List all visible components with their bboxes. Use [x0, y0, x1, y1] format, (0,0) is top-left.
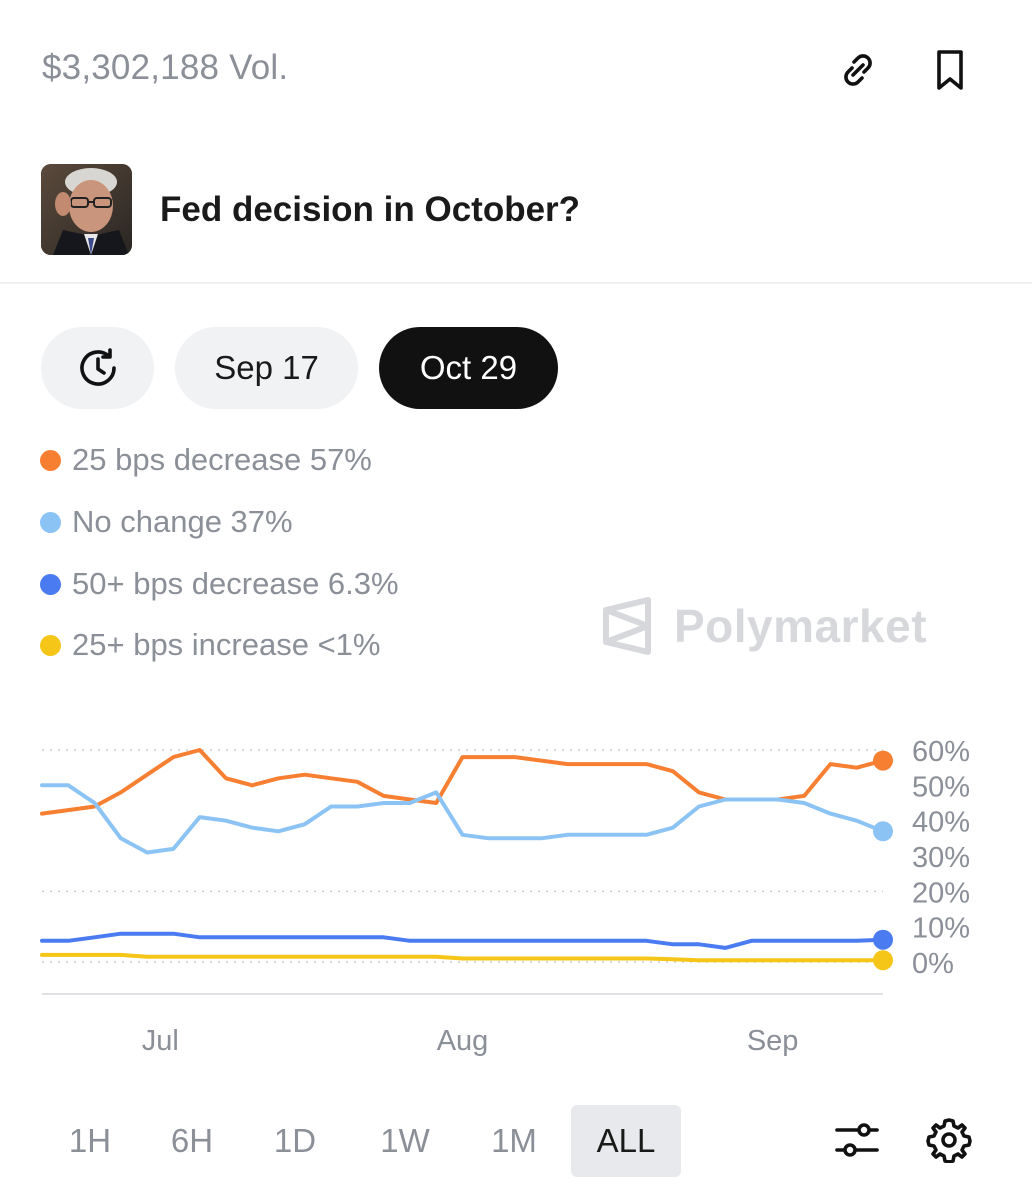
- bookmark-icon[interactable]: [926, 46, 974, 94]
- legend-label: 25+ bps increase <1%: [72, 627, 381, 662]
- legend-dot: [40, 634, 61, 656]
- series-line: [40, 748, 885, 816]
- legend-label: 25 bps decrease 57%: [72, 442, 372, 477]
- range-tab-1m[interactable]: 1M: [491, 1122, 537, 1159]
- series-line: [40, 783, 885, 855]
- polymarket-logo-icon: [603, 597, 651, 655]
- y-tick-label: 60%: [912, 736, 970, 768]
- y-tick-label: 50%: [912, 771, 970, 803]
- sliders-icon[interactable]: [831, 1114, 883, 1166]
- legend-dot: [40, 449, 61, 471]
- legend-label: 50+ bps decrease 6.3%: [72, 566, 399, 601]
- market-avatar[interactable]: [41, 164, 132, 255]
- legend-dot: [40, 573, 61, 595]
- range-tab-all[interactable]: ALL: [571, 1105, 681, 1177]
- y-tick-label: 20%: [912, 877, 970, 909]
- y-tick-label: 30%: [912, 842, 970, 874]
- history-button[interactable]: [41, 327, 154, 409]
- series-end-point: [873, 950, 893, 971]
- price-chart[interactable]: 60%50% 40%30%20% 10%0% Jul Aug Sep: [0, 720, 1032, 1070]
- link-icon[interactable]: [834, 46, 882, 94]
- range-tab-1d[interactable]: 1D: [273, 1122, 317, 1159]
- range-tab-1h[interactable]: 1H: [68, 1122, 112, 1159]
- range-tabs: 1H 6H 1D 1W 1M ALL: [0, 1105, 1032, 1177]
- polymarket-watermark: Polymarket: [602, 594, 927, 658]
- legend-item: 50+ bps decrease 6.3%: [40, 562, 399, 606]
- series-line: [40, 952, 885, 963]
- series-end-point: [873, 929, 893, 950]
- legend-item: 25 bps decrease 57%: [40, 438, 372, 482]
- tab-sep-17[interactable]: Sep 17: [175, 327, 358, 409]
- y-tick-label: 10%: [912, 913, 970, 945]
- y-tick-label: 0%: [912, 948, 954, 980]
- legend-label: No change 37%: [72, 504, 293, 539]
- legend-item: 25+ bps increase <1%: [40, 623, 381, 667]
- volume-label: $3,302,188 Vol.: [42, 48, 289, 87]
- top-bar: $3,302,188 Vol.: [0, 0, 1032, 140]
- x-tick-label: Aug: [437, 1025, 489, 1057]
- legend-dot: [40, 511, 61, 533]
- market-title: Fed decision in October?: [160, 190, 581, 229]
- watermark-text: Polymarket: [674, 600, 928, 652]
- x-tick-label: Sep: [747, 1025, 799, 1057]
- series-end-point: [873, 821, 893, 842]
- range-tab-1w[interactable]: 1W: [380, 1122, 430, 1159]
- tab-oct-29[interactable]: Oct 29: [379, 327, 558, 409]
- gear-icon[interactable]: [923, 1114, 975, 1166]
- y-tick-label: 40%: [912, 807, 970, 839]
- market-header: Fed decision in October?: [0, 150, 1032, 284]
- series-end-point: [873, 750, 893, 771]
- x-tick-label: Jul: [142, 1025, 179, 1057]
- series-line: [40, 931, 885, 950]
- history-clock-icon: [79, 348, 116, 386]
- legend-item: No change 37%: [40, 500, 293, 544]
- range-tab-6h[interactable]: 6H: [170, 1122, 214, 1159]
